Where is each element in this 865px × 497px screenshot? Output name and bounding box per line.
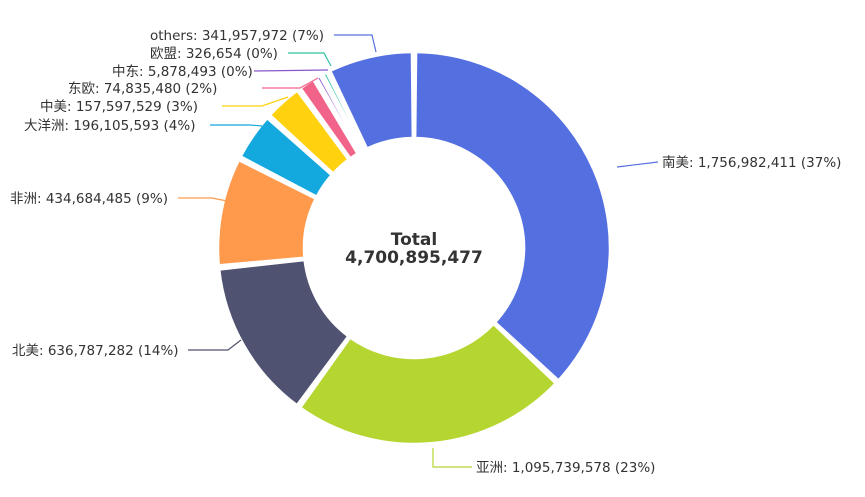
leader-line-region-1 (432, 448, 472, 468)
slice-label-region-4: 大洋洲: 196,105,593 (4%) (24, 118, 195, 134)
leader-line-region-6 (262, 77, 319, 89)
labels-layer: 南美: 1,756,982,411 (37%) 亚洲: 1,095,739,578… (10, 28, 841, 476)
slice-label-region-8: 欧盟: 326,654 (0%) (150, 46, 278, 62)
slice-label-region-0: 南美: 1,756,982,411 (37%) (662, 155, 841, 171)
slice-label-region-6: 东欧: 74,835,480 (2%) (68, 81, 217, 97)
pie-slice-region-3[interactable] (216, 158, 317, 267)
slice-label-region-3: 非洲: 434,684,485 (9%) (10, 191, 168, 207)
slice-label-others: others: 341,957,972 (7%) (150, 28, 324, 44)
leader-line-region-0 (616, 161, 659, 168)
slices-layer (216, 50, 612, 446)
leader-lines-layer (178, 34, 659, 468)
pie-slice-region-0[interactable] (413, 50, 612, 382)
leader-line-others (334, 34, 377, 53)
leader-line-region-3 (178, 197, 228, 202)
leader-line-region-4 (210, 124, 263, 127)
slice-label-region-2: 北美: 636,787,282 (14%) (12, 343, 179, 359)
leader-line-region-2 (188, 339, 242, 351)
pie-slice-region-7[interactable] (315, 74, 363, 154)
slice-label-region-1: 亚洲: 1,095,739,578 (23%) (476, 460, 655, 476)
pie-slice-region-5[interactable] (268, 89, 350, 175)
slice-label-region-7: 中东: 5,878,493 (0%) (112, 64, 253, 80)
leader-line-region-7 (253, 69, 329, 72)
center-total-value: 4,700,895,477 (345, 248, 483, 268)
slice-label-region-5: 中美: 157,597,529 (3%) (40, 99, 198, 115)
pie-slice-region-1[interactable] (298, 322, 557, 446)
leader-line-region-8 (288, 52, 332, 67)
leader-line-region-5 (222, 96, 289, 107)
pie-slice-others[interactable] (328, 50, 415, 150)
center-title: Total (391, 230, 437, 250)
pie-slice-region-8[interactable] (322, 71, 367, 152)
pie-slice-region-2[interactable] (217, 258, 350, 407)
pie-slice-region-4[interactable] (239, 116, 333, 198)
